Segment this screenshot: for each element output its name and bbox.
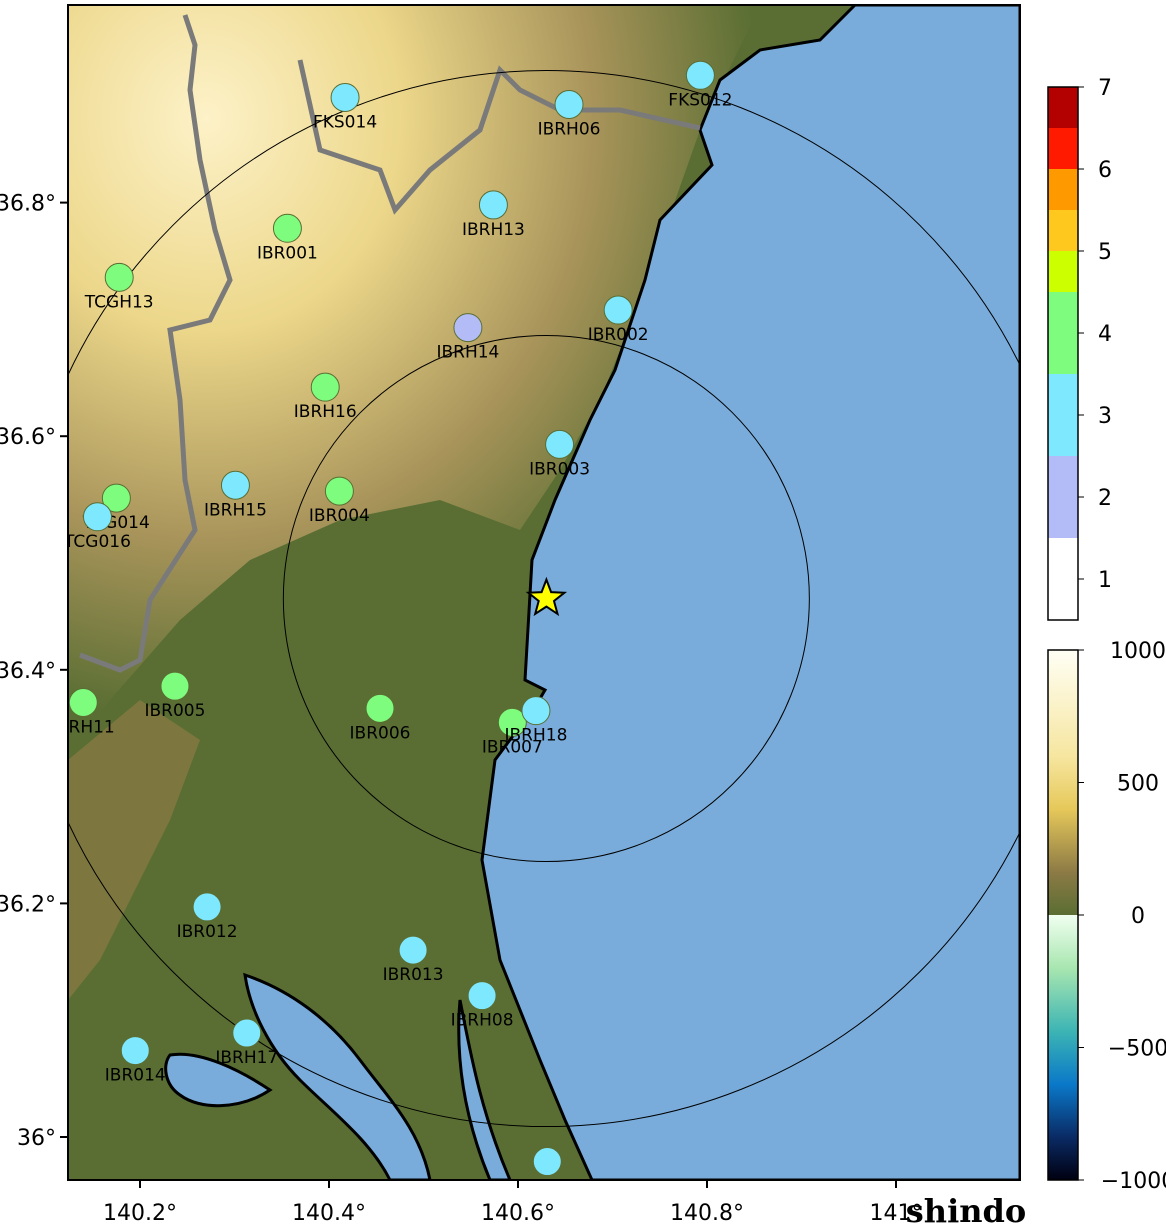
station-label: IBRH14 [436,343,499,363]
station-label: FKS012 [668,90,732,110]
shindo-band [1048,292,1078,374]
shindo-label: 2 [1098,486,1112,511]
lon-label: 140.8° [670,1201,744,1226]
shindo-label: 3 [1098,404,1112,429]
elevation-label: 1000 [1110,639,1166,664]
station-label: IBR003 [529,459,590,479]
elevation-colorbar [1047,649,1079,1181]
shindo-label: 4 [1098,322,1112,347]
station [68,688,98,718]
map-frame [67,4,1021,1181]
station [160,671,190,701]
station [104,262,134,292]
shindo-band [1048,251,1078,292]
lat-label: 36.6° [0,425,56,450]
station [603,295,633,325]
station [685,60,715,90]
lon-label: 140.2° [103,1201,177,1226]
station [324,476,354,506]
lake [457,999,512,1180]
station [478,190,508,220]
station-label: IBRH06 [538,119,601,139]
station [497,707,527,737]
lon-label: 141° [870,1201,923,1226]
shindo-band [1048,456,1078,538]
elevation-label: −1000 [1101,1169,1166,1194]
station-label: IBRH15 [204,500,267,520]
station-label: FKS014 [313,112,377,132]
lake [164,1052,273,1108]
station [101,483,131,513]
station-label: IBR004 [309,506,370,526]
shindo-band [1048,538,1078,620]
station [398,935,428,965]
shindo-band [1048,210,1078,251]
lat-label: 36.4° [0,659,56,684]
distance-circle [282,335,810,863]
station [521,696,551,726]
elevation-label: −500 [1108,1037,1166,1062]
shindo-label: 5 [1098,240,1112,265]
map-area: FKS014 IBRH06 FKS012 IBRH13 IBR001 TCGH13 IBR0… [52,5,1020,1197]
shindo-label: 6 [1098,158,1112,183]
shindo-frame [1047,86,1079,621]
station [554,89,584,119]
elevation-label: 500 [1117,772,1159,797]
ocean [480,5,1020,1180]
station [545,429,575,459]
station [272,213,302,243]
station-label: IBRH11 [52,718,115,738]
lat-label: 36.8° [0,192,56,217]
shindo-band [1048,87,1078,128]
distance-circle [68,70,1020,1127]
station-label: IBR013 [383,965,444,985]
elevation-label: 0 [1131,904,1145,929]
station-label: IBR014 [105,1066,166,1086]
station [120,1036,150,1066]
station-label: IBR018 [517,1177,578,1197]
station-label: IBRH18 [505,726,568,746]
station-label: IBRH17 [215,1048,278,1068]
lat-label: 36.2° [0,892,56,917]
overlay: FKS014 IBRH06 FKS012 IBRH13 IBR001 TCGH13 IBR0… [52,60,1020,1197]
station [232,1018,262,1048]
station-label: TCG016 [63,532,131,552]
scale-title: shindo [906,1192,1026,1228]
lon-label: 140.6° [481,1201,555,1226]
station-label: IBR006 [350,723,411,743]
mountains [68,5,760,760]
station-label: IBRH13 [462,220,525,240]
station [365,693,395,723]
station-label: IBR007 [482,737,543,757]
shindo-colorbar: 1 2 3 4 5 6 7 1000 500 0 −500 −1000 [1047,76,1166,1194]
epicenter [525,576,568,617]
station [82,502,112,532]
station-label: IBR002 [588,325,649,345]
lon-label: 140.4° [292,1201,366,1226]
station [220,470,250,500]
station-label: IBR001 [257,243,318,263]
station-label: IBR012 [177,922,238,942]
station-label: IBRH08 [451,1011,514,1031]
station [330,82,360,112]
station [192,892,222,922]
shindo-band [1048,374,1078,456]
shindo-label: 1 [1098,568,1112,593]
hills [68,700,200,1000]
station [532,1147,562,1177]
frame-ticks: 140.2° 140.4° 140.6° 140.8° 141° 36.8° 36.6° 36… [0,192,923,1226]
station-label: TCGH13 [84,292,154,312]
station [467,981,497,1011]
shindo-band [1048,169,1078,210]
station [310,372,340,402]
station-label: IBRH16 [294,402,357,422]
station-label: IBR005 [144,701,205,721]
station [453,313,483,343]
shindo-label: 7 [1098,76,1112,101]
lat-label: 36° [17,1126,56,1151]
shindo-band [1048,128,1078,169]
